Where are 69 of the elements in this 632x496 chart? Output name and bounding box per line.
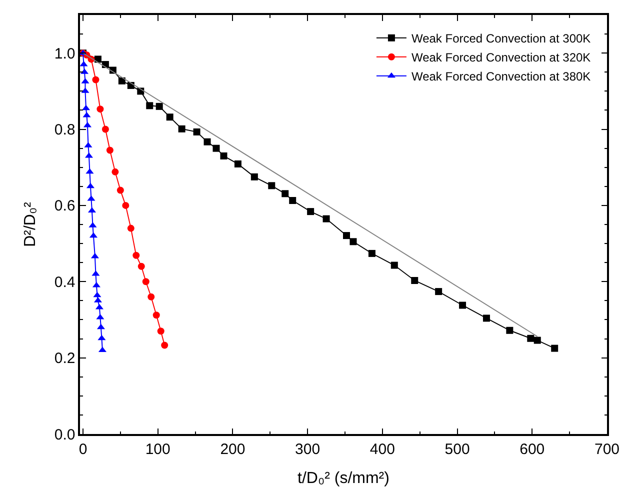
y-tick-label: 0.8 <box>54 122 76 139</box>
point <box>93 292 102 298</box>
point <box>148 293 155 300</box>
x-tick-label: 200 <box>220 440 246 458</box>
y-axis-title: D²/D₀² <box>22 201 39 247</box>
point <box>142 278 150 286</box>
x-tick-label: 600 <box>520 440 545 458</box>
y-tick-label: 0.2 <box>54 350 76 368</box>
point <box>138 262 145 270</box>
point <box>166 114 174 121</box>
point <box>132 252 140 259</box>
x-tick-label: 700 <box>594 440 620 458</box>
point <box>102 126 109 133</box>
y-tick-label: 0.4 <box>54 274 76 291</box>
point <box>551 344 558 352</box>
point <box>146 102 154 110</box>
point <box>94 56 102 63</box>
point <box>482 314 490 322</box>
point <box>116 186 124 194</box>
point <box>268 182 276 190</box>
y-tick-label: 0.0 <box>54 426 76 444</box>
point <box>459 302 466 309</box>
x-tick-label: 500 <box>444 440 470 458</box>
legend-label: Weak Forced Convection at 320K <box>411 50 591 65</box>
point <box>112 168 119 176</box>
legend-label: Weak Forced Convection at 300K <box>411 32 591 46</box>
point <box>87 195 96 201</box>
point <box>122 202 130 209</box>
point <box>534 336 541 344</box>
point <box>350 238 357 246</box>
point <box>307 208 314 216</box>
y-tick-label: 0.6 <box>54 198 76 215</box>
x-axis-title: t/D₀² (s/mm²) <box>298 470 390 487</box>
x-tick-label: 400 <box>370 440 395 458</box>
point <box>435 288 442 296</box>
point <box>204 138 211 146</box>
point <box>96 314 104 320</box>
point <box>98 334 106 340</box>
y-tick-label: 1.0 <box>54 45 76 62</box>
point <box>118 77 126 84</box>
point <box>106 146 114 154</box>
point <box>282 190 289 198</box>
point <box>342 232 350 240</box>
point <box>250 173 258 180</box>
point <box>178 125 186 132</box>
point <box>390 262 398 269</box>
point <box>92 76 100 84</box>
point <box>322 215 330 222</box>
point <box>411 276 418 284</box>
legend-label: Weak Forced Convection at 380K <box>411 70 591 84</box>
point <box>506 326 514 334</box>
point <box>289 197 296 204</box>
x-tick-label: 100 <box>145 440 170 458</box>
point <box>96 324 105 330</box>
point <box>193 128 200 136</box>
point <box>234 160 242 168</box>
point <box>220 152 228 160</box>
point <box>127 224 134 232</box>
x-tick-label: 300 <box>295 440 320 458</box>
point <box>161 342 168 349</box>
point <box>86 168 94 174</box>
point <box>368 250 376 257</box>
point <box>152 312 160 319</box>
x-tick-label: 0 <box>78 440 88 458</box>
point <box>156 102 163 110</box>
point <box>212 144 220 152</box>
point <box>157 328 164 335</box>
point <box>96 106 104 113</box>
point <box>527 334 534 342</box>
